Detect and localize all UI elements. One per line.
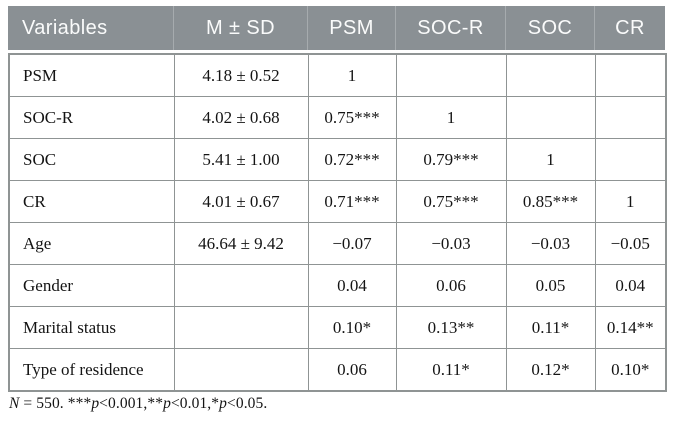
table-cell-variable: SOC-R	[8, 96, 175, 139]
table-cell-variable: Type of residence	[8, 348, 175, 392]
header-cell-soc: SOC	[505, 6, 594, 50]
footnote-segment: <0.01,	[170, 395, 212, 412]
table-row: Marital status 0.10* 0.13** 0.11* 0.14**	[8, 306, 667, 349]
table-cell-cr	[594, 96, 667, 139]
table-cell-m_sd: 4.02 ± 0.68	[173, 96, 309, 139]
table-cell-m_sd: 46.64 ± 9.42	[173, 222, 309, 265]
table-cell-soc_r: 0.11*	[395, 348, 507, 392]
header-cell-variable: Variables	[22, 16, 108, 39]
footnote-segment: = 550.	[19, 395, 68, 412]
table-cell-psm: 0.72***	[307, 138, 397, 181]
table-cell-soc_r: 1	[395, 96, 507, 139]
table-cell-m_sd	[173, 306, 309, 349]
table-cell-variable: SOC	[8, 138, 175, 181]
table-cell-soc: 0.11*	[505, 306, 596, 349]
table-footnote: N = 550. ***p<0.001,**p<0.01,*p<0.05.	[9, 395, 267, 413]
table-cell-cr: −0.05	[594, 222, 667, 265]
footnote-segment: <0.001,	[99, 395, 148, 412]
correlation-table: Variables M ± SD PSM SOC-R SOC CR PSM 4.18 ± 0…	[8, 6, 667, 392]
table-cell-m_sd	[173, 348, 309, 392]
table-cell-variable: Gender	[8, 264, 175, 307]
table-cell-soc_r: 0.79***	[395, 138, 507, 181]
table-cell-m_sd	[173, 264, 309, 307]
table-row: Age 46.64 ± 9.42 −0.07 −0.03 −0.03 −0.05	[8, 222, 667, 265]
table-cell-cr: 0.10*	[594, 348, 667, 392]
table-cell-psm: 0.10*	[307, 306, 397, 349]
footnote-segment: p	[219, 395, 227, 412]
header-cell-m_sd: M ± SD	[173, 6, 307, 50]
table-cell-soc	[505, 53, 596, 97]
footnote-segment: N	[9, 395, 20, 412]
table-cell-cr: 0.14**	[594, 306, 667, 349]
table-cell-m_sd: 5.41 ± 1.00	[173, 138, 309, 181]
header-cell-cr: CR	[594, 6, 665, 50]
table-cell-m_sd: 4.01 ± 0.67	[173, 180, 309, 223]
table-cell-soc: 0.05	[505, 264, 596, 307]
table-row: Gender 0.04 0.06 0.05 0.04	[8, 264, 667, 307]
footnote-segment: p	[163, 395, 171, 412]
table-cell-psm: −0.07	[307, 222, 397, 265]
table-cell-soc: 0.85***	[505, 180, 596, 223]
table-cell-cr	[594, 53, 667, 97]
footnote-segment: **	[147, 395, 164, 412]
table-header-row: Variables M ± SD PSM SOC-R SOC CR	[8, 6, 665, 50]
table-cell-psm: 0.75***	[307, 96, 397, 139]
table-row: SOC-R 4.02 ± 0.68 0.75*** 1	[8, 96, 667, 139]
table-cell-cr: 0.04	[594, 264, 667, 307]
table-row: CR 4.01 ± 0.67 0.71*** 0.75*** 0.85*** 1	[8, 180, 667, 223]
table-cell-psm: 0.71***	[307, 180, 397, 223]
table-cell-psm: 0.06	[307, 348, 397, 392]
table-row: Type of residence 0.06 0.11* 0.12* 0.10*	[8, 348, 667, 392]
footnote-segment: *	[211, 395, 220, 412]
table-cell-cr: 1	[594, 180, 667, 223]
table-cell-variable: CR	[8, 180, 175, 223]
table-cell-soc_r: −0.03	[395, 222, 507, 265]
table-cell-psm: 1	[307, 53, 397, 97]
header-cell-psm: PSM	[307, 6, 395, 50]
table-cell-soc_r: 0.75***	[395, 180, 507, 223]
table-cell-soc	[505, 96, 596, 139]
footnote-segment: <0.05.	[227, 395, 268, 412]
table-cell-soc: −0.03	[505, 222, 596, 265]
footnote-segment: p	[91, 395, 100, 412]
table-cell-variable: Marital status	[8, 306, 175, 349]
table-body: PSM 4.18 ± 0.52 1 SOC-R 4.02 ± 0.68 0.75*** 1 S…	[8, 53, 667, 392]
table-cell-soc_r: 0.13**	[395, 306, 507, 349]
table-cell-soc: 0.12*	[505, 348, 596, 392]
table-cell-psm: 0.04	[307, 264, 397, 307]
table-cell-soc_r: 0.06	[395, 264, 507, 307]
header-cell-soc_r: SOC-R	[395, 6, 505, 50]
table-row: PSM 4.18 ± 0.52 1	[8, 53, 667, 97]
table-cell-variable: PSM	[8, 53, 175, 97]
table-row: SOC 5.41 ± 1.00 0.72*** 0.79*** 1	[8, 138, 667, 181]
table-cell-m_sd: 4.18 ± 0.52	[173, 53, 309, 97]
table-cell-soc_r	[395, 53, 507, 97]
table-cell-soc: 1	[505, 138, 596, 181]
footnote-segment: ***	[67, 395, 92, 412]
table-cell-cr	[594, 138, 667, 181]
table-cell-variable: Age	[8, 222, 175, 265]
